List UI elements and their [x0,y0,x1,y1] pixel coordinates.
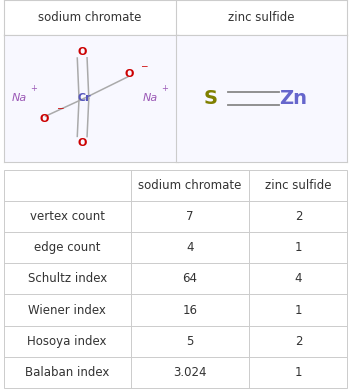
Text: Wiener index: Wiener index [28,303,106,317]
Text: 2: 2 [295,210,302,223]
Text: O: O [78,46,87,57]
Text: Balaban index: Balaban index [25,366,109,379]
Text: Schultz index: Schultz index [27,272,107,285]
Text: 4: 4 [295,272,302,285]
Text: O: O [125,69,134,80]
Text: +: + [161,84,168,93]
Text: sodium chromate: sodium chromate [38,11,141,24]
Text: 3.024: 3.024 [173,366,207,379]
Text: zinc sulfide: zinc sulfide [228,11,295,24]
Text: 5: 5 [186,335,194,348]
Text: zinc sulfide: zinc sulfide [265,179,332,192]
Text: 1: 1 [295,303,302,317]
Text: vertex count: vertex count [29,210,105,223]
Text: S: S [204,89,218,108]
Text: sodium chromate: sodium chromate [138,179,242,192]
Text: Cr: Cr [77,94,91,103]
Text: 4: 4 [186,241,194,254]
Text: 16: 16 [183,303,198,317]
Text: 7: 7 [186,210,194,223]
Text: −: − [140,61,147,70]
Text: 64: 64 [183,272,198,285]
Text: Na: Na [12,94,27,103]
Text: 1: 1 [295,241,302,254]
Text: O: O [78,138,87,148]
Text: edge count: edge count [34,241,100,254]
Text: O: O [39,114,48,124]
Text: Hosoya index: Hosoya index [27,335,107,348]
Text: +: + [30,84,37,93]
Text: 1: 1 [295,366,302,379]
Bar [4,170,347,388]
Text: Na: Na [143,94,158,103]
Text: −: − [56,103,63,112]
Text: Zn: Zn [279,89,307,108]
Text: 2: 2 [295,335,302,348]
